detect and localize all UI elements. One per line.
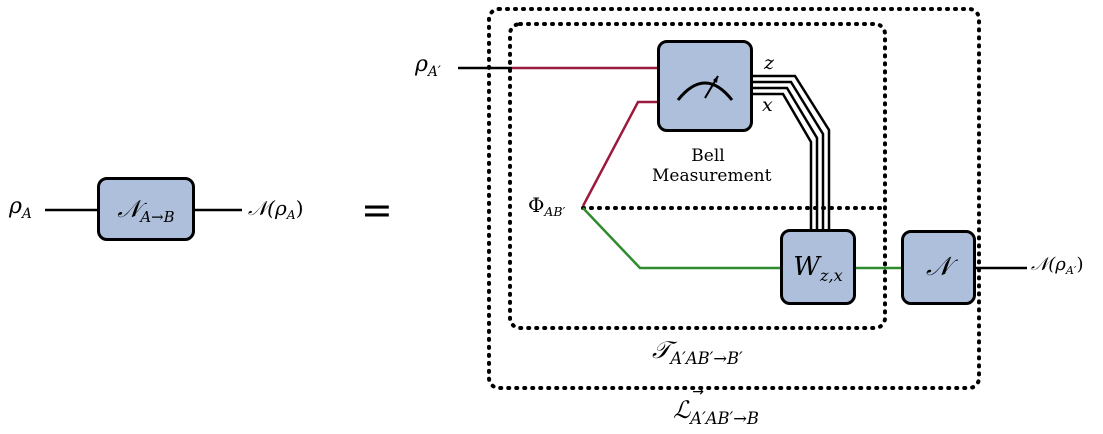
channel-left-text: 𝒩A→B — [117, 195, 175, 227]
channel-box-left: 𝒩A→B — [97, 177, 195, 241]
left-input-sub: A — [21, 205, 32, 222]
bell-measurement-caption: Bell Measurement — [652, 146, 772, 186]
bell-measurement-box — [657, 40, 753, 132]
locc-sub: A′AB′→B — [690, 408, 759, 428]
channel-left-symbol: 𝒩 — [117, 195, 141, 223]
locc-arrow: → — [692, 384, 705, 400]
teleport-symbol: 𝒯 — [652, 336, 671, 364]
right-input-sub: A′ — [427, 63, 441, 80]
locc-dotted-boundary — [487, 7, 981, 390]
bell-caption-line1: Bell — [691, 146, 725, 166]
x-label: x — [762, 94, 773, 116]
teleport-sub: A′AB′→B′ — [670, 348, 743, 368]
left-output-close: ) — [295, 196, 304, 220]
phi-symbol: Φ — [528, 193, 545, 217]
classical-communication-bundle — [752, 74, 831, 232]
left-output-sub: A — [286, 207, 296, 223]
correction-symbol: W — [793, 252, 821, 282]
phi-sub: AB′ — [544, 204, 566, 220]
correction-text: Wz,x — [793, 252, 843, 285]
phi-to-bell-red-wire — [581, 100, 660, 207]
teleportation-label: 𝒯A′AB′→B′ — [652, 336, 743, 368]
correction-sub: z,x — [820, 265, 843, 285]
left-output-label: 𝒩(ρA) — [248, 196, 304, 223]
meter-icon — [676, 75, 734, 101]
left-input-label: ρA — [9, 194, 32, 222]
right-input-label: ρA′ — [415, 52, 441, 80]
locc-label: ℒ → A′AB′→B — [673, 384, 759, 428]
channel-right-symbol: 𝒩 — [926, 252, 951, 282]
bell-caption-line2: Measurement — [652, 166, 772, 186]
right-output-text: 𝒩(ρ — [1031, 254, 1066, 275]
locc-symbol: ℒ — [673, 396, 691, 424]
left-input-symbol: ρ — [9, 194, 22, 219]
right-output-sub: A′ — [1065, 263, 1077, 277]
channel-left-sub: A→B — [140, 208, 175, 227]
right-output-close: ) — [1076, 254, 1084, 275]
phi-to-correction-green-wire — [582, 207, 782, 270]
equals-sign: = — [361, 188, 393, 232]
phi-label: ΦAB′ — [528, 193, 566, 220]
correction-box: Wz,x — [780, 229, 856, 305]
left-output-text: 𝒩(ρ — [248, 196, 287, 220]
right-output-label: 𝒩(ρA′) — [1031, 254, 1084, 277]
channel-box-right: 𝒩 — [901, 230, 976, 305]
z-label: z — [764, 52, 775, 74]
teleportation-dotted-boundary — [508, 22, 887, 330]
right-input-symbol: ρ — [415, 52, 428, 77]
